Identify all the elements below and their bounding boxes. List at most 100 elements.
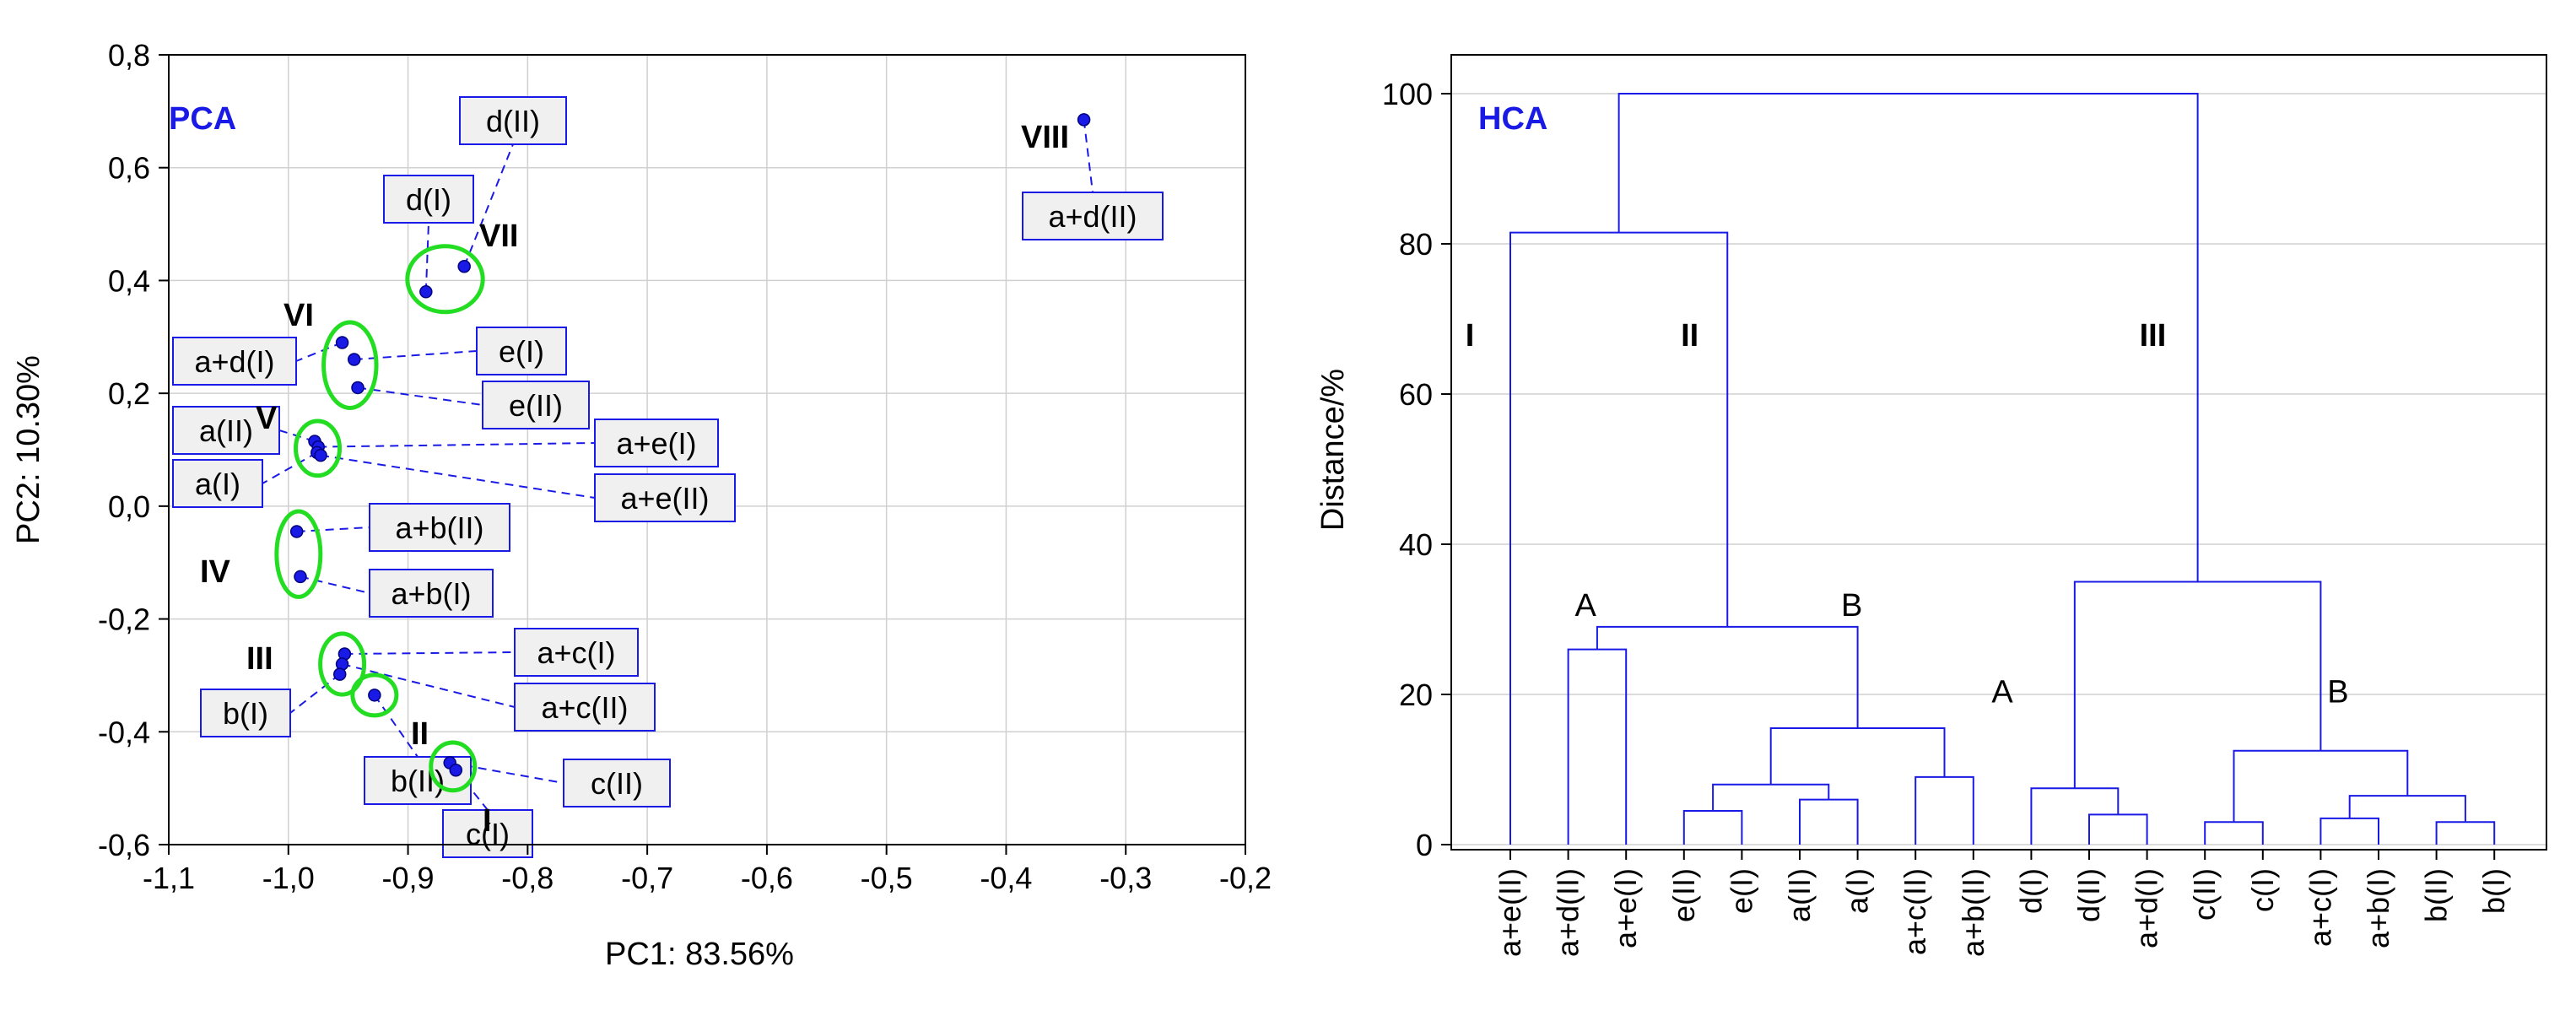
hca-leaf-label: d(II) [2071,868,2106,922]
pca-point [294,570,307,584]
pca-point-label-text: a+b(II) [395,510,483,545]
pca-leader-line [318,442,596,448]
hca-y-tick-label: 60 [1399,377,1433,412]
pca-group-ellipse [405,244,485,315]
pca-point [449,763,463,777]
pca-point-label-box [1022,192,1164,240]
pca-point-label-text: a+d(I) [194,344,274,379]
pca-point [457,259,471,273]
hca-leaf-label: a+c(II) [1898,868,1932,955]
hca-merge-link [2435,821,2496,845]
pca-leader-line [354,350,478,361]
pca-point-label-text: a+d(II) [1048,199,1137,234]
pca-leader-line [424,222,429,292]
pca-x-tick-label: -0,3 [1099,861,1152,895]
pca-point-label-text: a+c(I) [537,635,615,670]
hca-cluster-label: II [1681,318,1698,354]
hca-y-axis-title: Distance/% [1315,369,1351,531]
pca-x-tick-label: -0,5 [861,861,913,895]
pca-point-label: a+c(I) [514,628,639,677]
pca-point-label-box [476,327,567,375]
pca-group-label: IV [200,554,231,590]
pca-group-ellipse [321,320,379,410]
hca-leaf-label: e(II) [1666,868,1701,922]
hca-cluster-label: B [1841,588,1862,624]
hca-merge-link [2073,581,2322,789]
pca-x-tick-label: -0,8 [501,861,554,895]
hca-cluster-label: B [2327,675,2348,710]
pca-leader-line [262,451,318,484]
hca-leaf-label: a(I) [1840,868,1875,914]
hca-leaf-label: a+c(I) [2303,868,2337,947]
pca-group-ellipse [429,740,478,793]
hca-leaf-label: a+e(II) [1493,868,1527,957]
pca-point-label-text: a+c(II) [541,690,628,725]
hca-plot-frame [1450,54,2547,851]
pca-point-label-box [172,459,263,508]
pca-point-label-box [514,683,656,732]
pca-point-label: d(II) [459,96,567,145]
pca-point [335,336,349,349]
hca-leaf-label: a+b(II) [1956,868,1990,957]
pca-point-label-box [369,569,494,618]
pca-group-ellipse [274,509,323,599]
hca-leaf-label: c(I) [2245,868,2280,912]
pca-point-label-box [172,337,297,386]
hca-leaf-label: a+b(I) [2361,868,2395,948]
pca-leader-line [357,386,483,406]
hca-merge-link [1596,625,1859,729]
hca-y-tick-label: 0 [1416,828,1433,862]
pca-point-label: a+b(II) [369,503,510,552]
pca-point [289,525,304,538]
hca-leaf-label: a+d(I) [2130,868,2164,948]
hca-leaf-label: c(II) [2187,868,2222,921]
pca-point-label-text: a(II) [199,413,253,448]
hca-merge-link [1617,93,2199,582]
hca-merge-link [2233,749,2409,823]
pca-group-label: I [483,803,492,839]
pca-leader-line [344,651,516,656]
pca-point-label-text: b(I) [223,696,268,731]
hca-merge-link [2030,787,2120,845]
hca-y-tick-label: 20 [1399,678,1433,712]
hca-merge-link [1769,727,1946,785]
pca-badge: PCA [169,101,236,137]
pca-x-tick-label: -0,7 [621,861,673,895]
pca-point-label-box [200,689,291,737]
pca-point [348,353,361,366]
pca-y-axis: -0,6 -0,4 -0,2 0,0 0,2 0,4 0,6 0,8 [98,38,169,862]
hca-cluster-label: I [1466,318,1475,354]
pca-leader-line [1083,119,1094,193]
pca-point-label-text: c(II) [591,766,643,801]
hca-leaf-label: a+d(II) [1551,868,1585,957]
pca-x-tick-label: -0,4 [980,861,1032,895]
pca-group-label: VII [479,219,518,254]
pca-plot-frame [168,54,1246,845]
pca-group-label: V [256,401,278,436]
pca-point-label: a(I) [172,459,263,508]
pca-point-label-box [383,175,474,224]
hca-cluster-label: A [1991,675,2013,710]
pca-y-tick-label: 0,8 [108,38,150,73]
pca-y-tick-label: -0,2 [98,602,150,637]
pca-point-label-box [594,473,736,522]
pca-point-label: a(II) [172,406,280,455]
pca-group-label: VIII [1021,120,1069,155]
pca-group-label: VI [284,298,314,333]
hca-merge-link [1799,798,1859,845]
pca-point-label: a+e(I) [594,419,719,467]
pca-y-tick-label: 0,6 [108,151,150,186]
pca-point-label-box [482,381,590,429]
pca-x-axis: -1,1 -1,0 -0,9 -0,8 -0,7 -0,6 -0,5 -0,4 -0,3 -0,2 [143,845,1272,895]
pca-point-label-text: c(I) [466,817,510,851]
pca-point-label: a+d(I) [172,337,297,386]
pca-point-label: a+c(II) [514,683,656,732]
pca-point-label-box [369,503,510,552]
pca-point-label: b(I) [200,689,291,737]
pca-point-label-text: a+b(I) [391,576,471,611]
pca-group-label: II [411,716,429,752]
hca-leaf-label: a+e(I) [1608,868,1643,948]
pca-leader-line [295,342,343,362]
